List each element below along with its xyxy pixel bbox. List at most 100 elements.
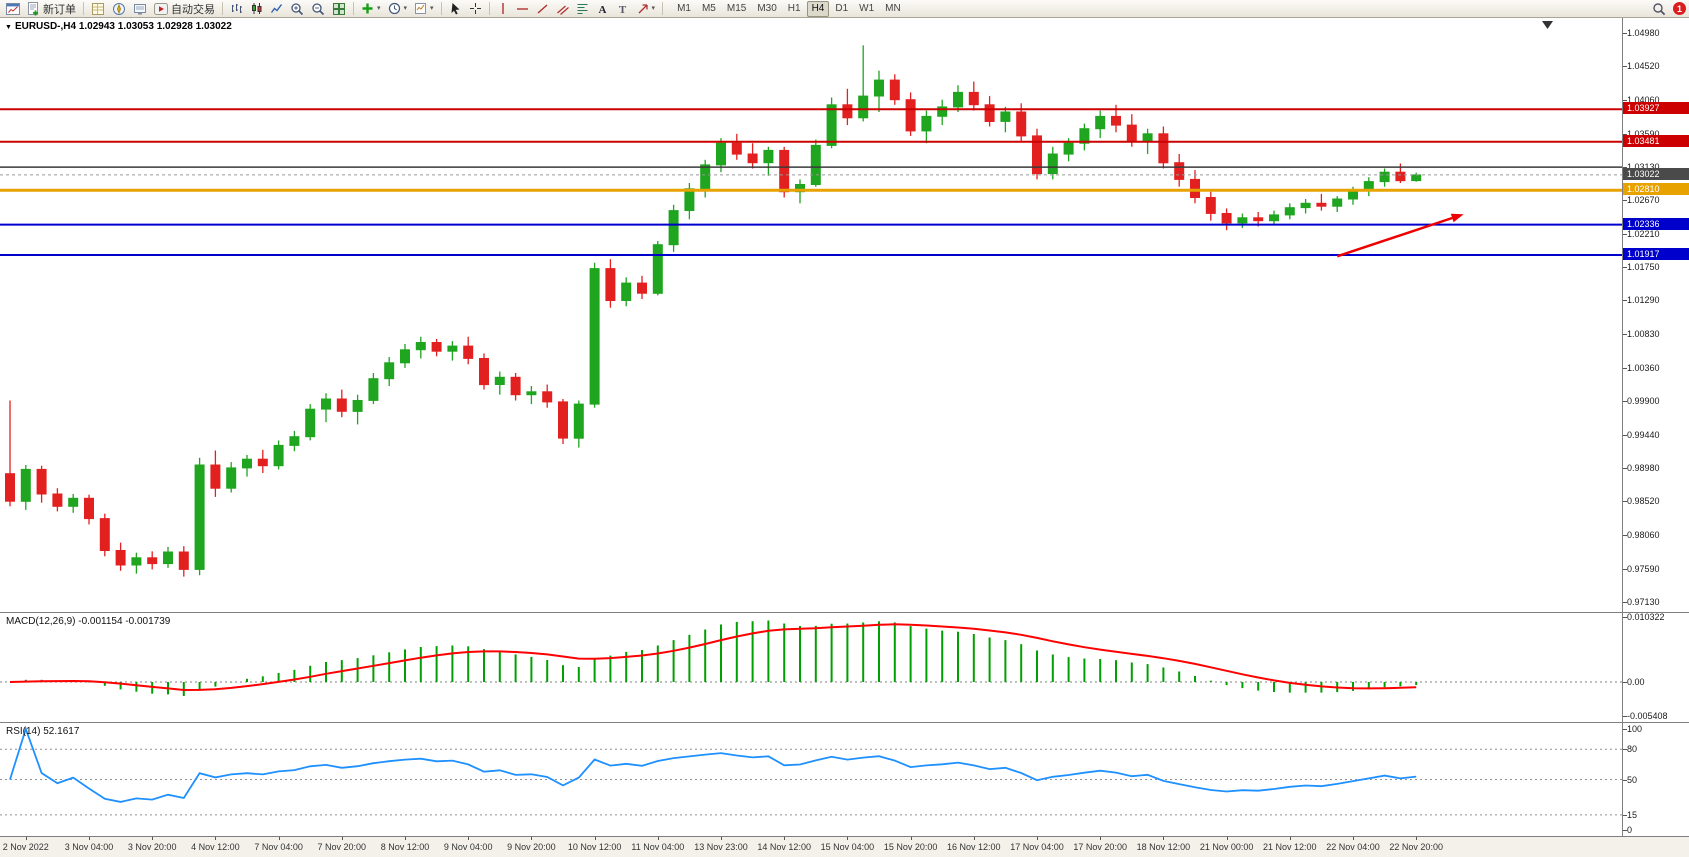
axis-tick bbox=[1623, 617, 1627, 618]
timeframe-button-m1[interactable]: M1 bbox=[677, 2, 691, 14]
timeframe-button-m5[interactable]: M5 bbox=[701, 2, 716, 14]
fibonacci-tool-button[interactable] bbox=[573, 0, 592, 17]
chart-title: ▼ EURUSD-,H4 1.02943 1.03053 1.02928 1.03… bbox=[5, 21, 232, 32]
notification-badge[interactable]: 1 bbox=[1673, 2, 1686, 15]
templates-button[interactable]: ▾ bbox=[411, 0, 437, 17]
new-chart-button[interactable] bbox=[3, 0, 23, 17]
channel-tool-button[interactable] bbox=[553, 0, 572, 17]
rsi-axis-label: 0 bbox=[1627, 825, 1633, 835]
panel-splitter-rsi[interactable] bbox=[0, 722, 1689, 723]
zoom-in-button[interactable] bbox=[287, 0, 307, 17]
arrows-tool-button[interactable]: ▾ bbox=[633, 0, 659, 17]
search-icon bbox=[1653, 2, 1666, 15]
vertical-line-icon bbox=[501, 3, 504, 14]
macd-axis-label: 0.00 bbox=[1627, 677, 1645, 687]
axis-tick bbox=[1623, 200, 1627, 202]
timeframe-button-h4[interactable]: H4 bbox=[806, 0, 830, 17]
new-order-button[interactable]: 新订单 bbox=[24, 0, 79, 17]
dropdown-caret-icon: ▾ bbox=[377, 5, 381, 12]
price-axis-label: 1.01750 bbox=[1627, 262, 1660, 273]
time-scale[interactable]: 2 Nov 2022 3 Nov 04:00 3 Nov 20:00 4 Nov 12… bbox=[0, 836, 1689, 857]
macd-values: -0.001154 -0.001739 bbox=[78, 616, 171, 627]
time-tick bbox=[1037, 837, 1038, 840]
panel-splitter-macd[interactable] bbox=[0, 612, 1689, 613]
time-tick bbox=[1416, 837, 1418, 840]
time-tick bbox=[1100, 837, 1102, 840]
cursor-button[interactable] bbox=[446, 0, 465, 17]
vertical-line-tool-button[interactable] bbox=[494, 0, 512, 17]
horizontal-line-tool-button[interactable] bbox=[513, 0, 532, 17]
trend-arrow-annotation[interactable] bbox=[1336, 213, 1464, 258]
time-axis-label: 21 Nov 12:00 bbox=[1263, 842, 1317, 852]
rsi-label: RSI(14) 52.1617 bbox=[6, 726, 79, 737]
ohlc-readout: 1.02943 1.03053 1.02928 1.03022 bbox=[78, 21, 232, 32]
tile-windows-button[interactable] bbox=[329, 0, 349, 17]
axis-tick bbox=[1623, 534, 1627, 536]
macd-axis-label: 0.010322 bbox=[1627, 612, 1665, 622]
chart-menu-icon[interactable]: ▼ bbox=[5, 24, 12, 31]
time-tick bbox=[278, 837, 280, 840]
dropdown-caret-icon: ▾ bbox=[403, 5, 408, 12]
axis-tick bbox=[1623, 367, 1627, 369]
time-tick bbox=[657, 837, 659, 840]
trendline-tool-button[interactable] bbox=[533, 0, 552, 17]
time-axis-label: 7 Nov 04:00 bbox=[254, 842, 303, 852]
price-axis-label: 1.04060 bbox=[1627, 94, 1660, 105]
line-chart-mode-button[interactable] bbox=[267, 0, 286, 17]
navigator-button[interactable] bbox=[109, 0, 129, 17]
periods-button[interactable]: ▾ bbox=[385, 0, 411, 17]
axis-tick bbox=[1623, 66, 1627, 68]
time-axis-label: 3 Nov 20:00 bbox=[127, 842, 177, 852]
time-tick bbox=[973, 837, 975, 840]
timeframe-button-m30[interactable]: M30 bbox=[757, 2, 777, 14]
market-watch-button[interactable] bbox=[88, 0, 108, 17]
time-axis-label: 3 Nov 04:00 bbox=[64, 842, 114, 852]
autotrading-play-icon bbox=[154, 2, 168, 15]
time-axis-label: 13 Nov 23:00 bbox=[694, 842, 748, 852]
candlestick-icon bbox=[252, 3, 262, 14]
svg-text:T: T bbox=[618, 4, 626, 15]
candlestick-mode-button[interactable] bbox=[247, 0, 266, 17]
new-order-label: 新订单 bbox=[43, 3, 76, 16]
chart-window-icon bbox=[6, 2, 20, 15]
channel-icon bbox=[556, 5, 569, 15]
price-axis-label: 0.98060 bbox=[1627, 529, 1660, 540]
zoom-out-button[interactable] bbox=[308, 0, 328, 17]
svg-text:A: A bbox=[598, 4, 606, 15]
label-tool-button[interactable]: T bbox=[613, 0, 632, 17]
bar-chart-mode-button[interactable] bbox=[227, 0, 246, 17]
timeframe-button-w1[interactable]: W1 bbox=[859, 2, 875, 14]
toolbar-separator bbox=[440, 2, 442, 15]
axis-tick bbox=[1623, 501, 1627, 503]
axis-tick bbox=[1623, 779, 1627, 781]
time-tick bbox=[531, 837, 533, 840]
time-axis-label: 14 Nov 12:00 bbox=[757, 842, 811, 852]
terminal-button[interactable] bbox=[130, 0, 150, 17]
timeframe-button-mn[interactable]: MN bbox=[885, 2, 901, 14]
price-axis-label: 1.03590 bbox=[1627, 129, 1660, 139]
time-axis-label: 15 Nov 20:00 bbox=[883, 842, 938, 852]
price-scale[interactable]: 1.04980 1.04520 1.04060 1.03590 1.03130 1.026… bbox=[1622, 18, 1689, 836]
clock-icon bbox=[388, 2, 400, 15]
axis-tick bbox=[1623, 300, 1627, 302]
price-axis-label: 0.97130 bbox=[1627, 597, 1660, 607]
time-tick bbox=[847, 837, 849, 840]
chart-shift-marker[interactable] bbox=[1542, 21, 1553, 29]
timeframe-button-h1[interactable]: H1 bbox=[787, 2, 801, 14]
indicators-button[interactable]: ▾ bbox=[358, 0, 384, 17]
crosshair-button[interactable] bbox=[466, 0, 485, 17]
timeframe-button-d1[interactable]: D1 bbox=[835, 2, 849, 14]
rsi-axis-label: 100 bbox=[1627, 724, 1643, 734]
autotrading-button[interactable]: 自动交易 bbox=[151, 0, 218, 17]
bid-price-tag: 1.03022 bbox=[1623, 167, 1689, 180]
timeframe-button-m15[interactable]: M15 bbox=[726, 2, 747, 14]
text-tool-button[interactable]: A bbox=[593, 0, 612, 17]
time-tick bbox=[405, 837, 406, 840]
time-axis-label: 7 Nov 20:00 bbox=[317, 842, 367, 852]
search-button[interactable] bbox=[1649, 0, 1669, 17]
price-tag-1.03481: 1.03481 bbox=[1623, 134, 1689, 147]
price-axis-label: 1.04980 bbox=[1627, 28, 1660, 38]
time-axis-label: 9 Nov 04:00 bbox=[443, 842, 493, 852]
macd-label: MACD(12,26,9) -0.001154 -0.001739 bbox=[6, 616, 170, 627]
